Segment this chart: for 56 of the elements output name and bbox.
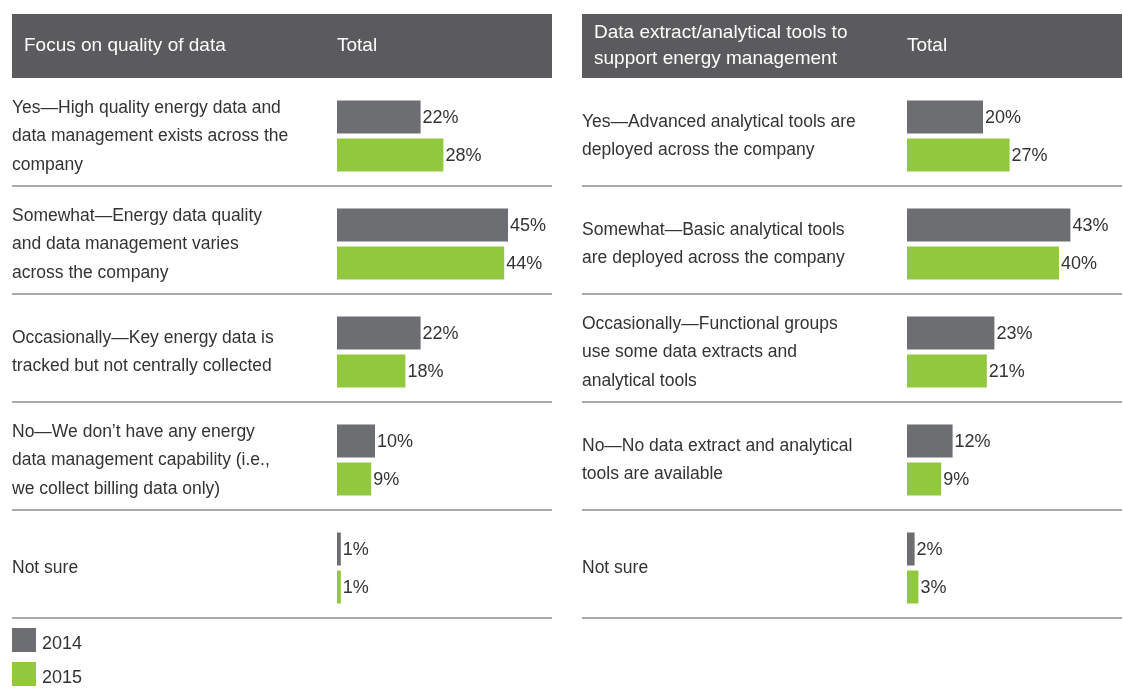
data-label: 1% [342,538,369,559]
data-label: 40% [1061,252,1098,273]
data-label: 18% [407,360,444,381]
bar [337,570,341,604]
bar [907,424,953,458]
bar [907,100,983,134]
data-label: 2% [916,538,943,559]
y-tick-label: Occasionally—Key energy data is tracked but not centrally collected [12,326,274,375]
y-tick-label: Not sure [582,556,649,577]
bar [907,138,1010,172]
data-label: 3% [920,576,947,597]
x-axis-title: Total [907,34,948,56]
bar [907,570,919,604]
data-label: 43% [1072,214,1109,235]
bar [907,532,915,566]
data-label: 22% [422,106,459,127]
bar [907,354,987,388]
bar [337,424,375,458]
y-tick-label: No—No data extract and analytical tools are available [582,434,853,483]
text: Data extract/analytical tools to support energy management [594,21,848,69]
y-tick-label: Not sure [12,556,79,577]
data-label: 1% [342,576,369,597]
y-tick-label: Yes—Advanced analytical tools are deployed across the company [582,110,856,159]
data-label: 10% [377,430,414,451]
data-label: 9% [373,468,400,489]
bar [907,208,1071,242]
bar [337,208,508,242]
y-tick-label: Somewhat—Basic analytical tools are deployed across the company [582,218,845,267]
text: Focus on quality of data [24,34,227,56]
data-label: 21% [988,360,1025,381]
legend-label: 2014 [42,632,83,653]
y-tick-label: Somewhat—Energy data quality and data management varies across the company [12,204,263,282]
data-label: 20% [985,106,1022,127]
data-label: 28% [445,144,482,165]
bar [907,316,995,350]
data-label: 22% [422,322,459,343]
y-tick-label: Yes—High quality energy data and data management exists across the company [12,96,289,174]
bar [337,354,406,388]
bar [337,138,444,172]
bar [337,246,505,280]
bar [337,100,421,134]
bar [337,532,341,566]
bar [337,462,372,496]
data-label: 45% [510,214,547,235]
data-label: 12% [954,430,991,451]
data-label: 9% [943,468,970,489]
legend-label: 2015 [42,666,83,687]
bar [337,316,421,350]
data-label: 44% [506,252,543,273]
bar [907,462,942,496]
bar [907,246,1059,280]
x-axis-title: Total [337,34,378,56]
y-tick-label: No—We don’t have any energy data management capability (i.e., we collect billing data only) [11,420,270,498]
data-label: 27% [1011,144,1048,165]
y-tick-label: Occasionally—Functional groups use some data extracts and analytical tools [582,312,839,390]
data-label: 23% [996,322,1033,343]
